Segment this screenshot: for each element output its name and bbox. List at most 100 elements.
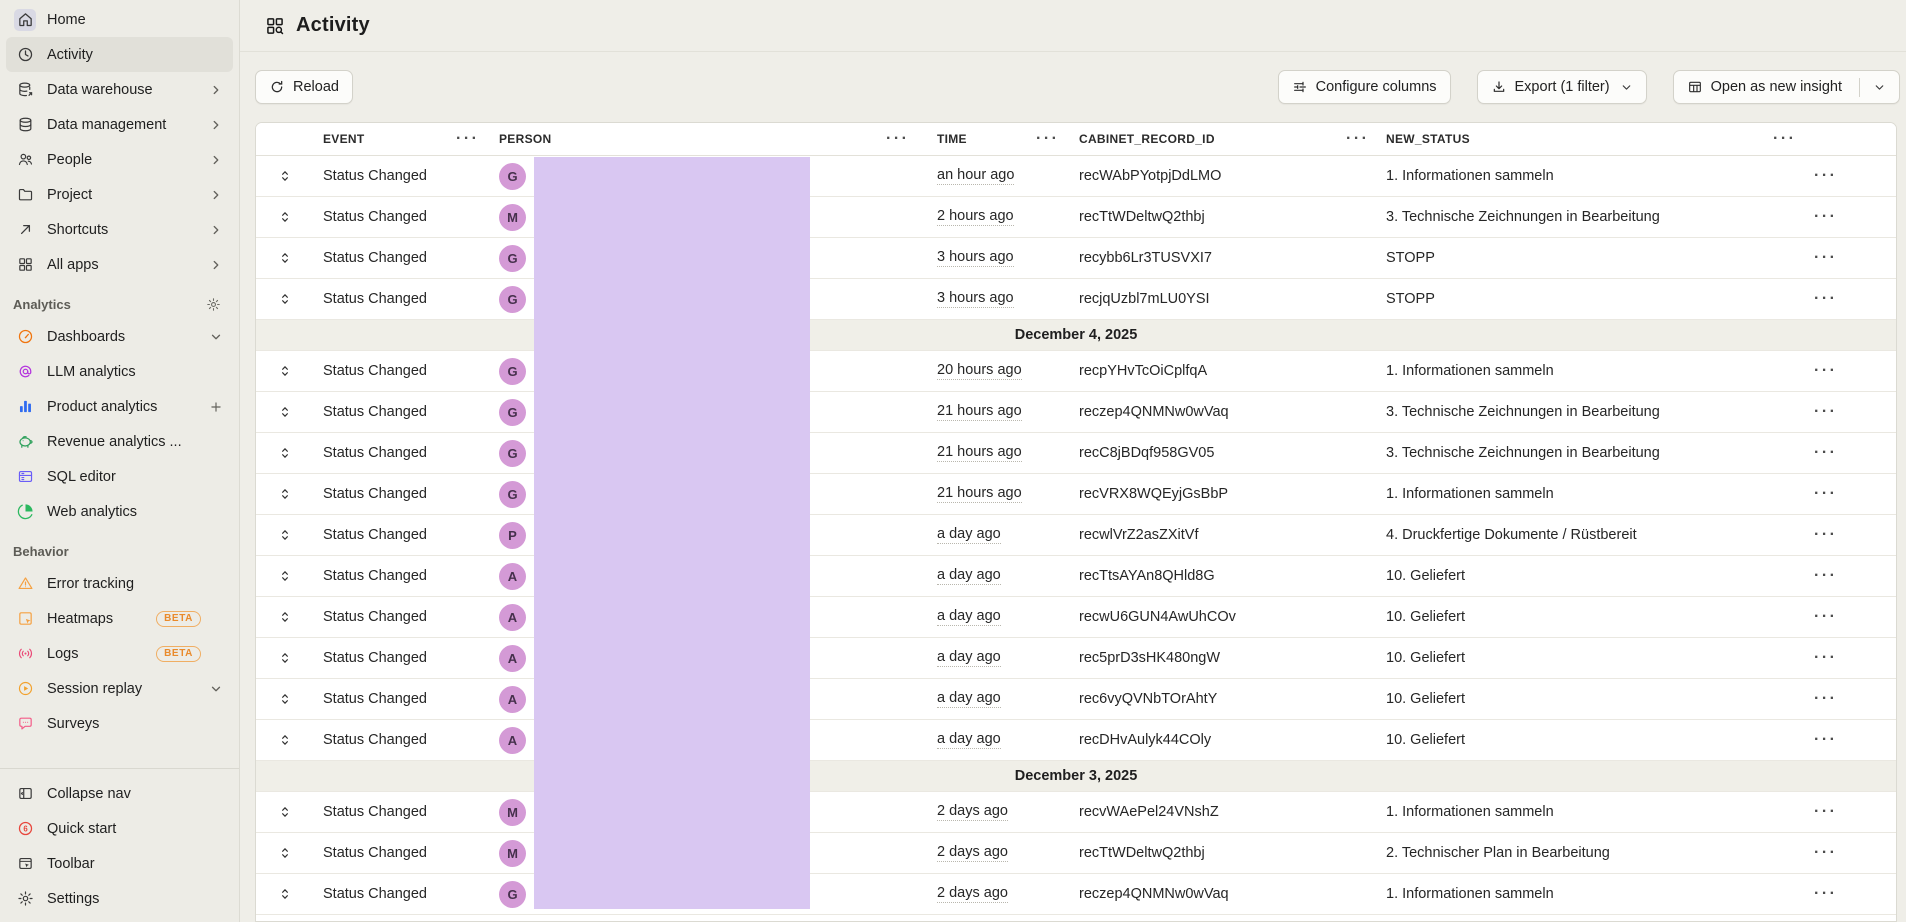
- person-avatar[interactable]: G: [499, 880, 526, 908]
- row-menu-button[interactable]: [1814, 404, 1837, 420]
- time-value[interactable]: a day ago: [937, 608, 1001, 626]
- row-menu-button[interactable]: [1814, 804, 1837, 820]
- time-value[interactable]: 3 hours ago: [937, 249, 1014, 267]
- row-expand-button[interactable]: [276, 525, 294, 545]
- event-name[interactable]: Status Changed: [323, 209, 427, 225]
- configure-columns-button[interactable]: Configure columns: [1277, 70, 1451, 104]
- time-value[interactable]: 21 hours ago: [937, 444, 1022, 462]
- sidebar-item-sql-editor[interactable]: SQL editor: [6, 459, 233, 494]
- sidebar-item-all-apps[interactable]: All apps: [6, 247, 233, 282]
- event-name[interactable]: Status Changed: [323, 845, 427, 861]
- row-expand-button[interactable]: [276, 166, 294, 186]
- export-button[interactable]: Export (1 filter): [1476, 70, 1647, 104]
- row-expand-button[interactable]: [276, 689, 294, 709]
- person-avatar[interactable]: G: [499, 480, 526, 508]
- row-menu-button[interactable]: [1814, 650, 1837, 666]
- sidebar-item-llm-analytics[interactable]: LLM analytics: [6, 354, 233, 389]
- status-column-menu-icon[interactable]: [1773, 131, 1796, 147]
- sidebar-item-home[interactable]: Home: [6, 2, 233, 37]
- person-avatar[interactable]: G: [499, 357, 526, 385]
- sidebar-item-surveys[interactable]: Surveys: [6, 706, 233, 741]
- sidebar-item-data-management[interactable]: Data management: [6, 107, 233, 142]
- person-avatar[interactable]: M: [499, 203, 526, 231]
- sidebar-item-settings[interactable]: Settings: [6, 881, 233, 916]
- time-value[interactable]: a day ago: [937, 649, 1001, 667]
- row-menu-button[interactable]: [1814, 250, 1837, 266]
- sidebar-item-logs[interactable]: Logs BETA: [6, 636, 233, 671]
- sidebar-item-product-analytics[interactable]: Product analytics: [6, 389, 233, 424]
- reload-button[interactable]: Reload: [255, 70, 353, 104]
- event-name[interactable]: Status Changed: [323, 691, 427, 707]
- time-value[interactable]: 2 hours ago: [937, 208, 1014, 226]
- event-name[interactable]: Status Changed: [323, 650, 427, 666]
- row-menu-button[interactable]: [1814, 886, 1837, 902]
- event-name[interactable]: Status Changed: [323, 804, 427, 820]
- row-expand-button[interactable]: [276, 248, 294, 268]
- person-avatar[interactable]: G: [499, 285, 526, 313]
- time-value[interactable]: a day ago: [937, 690, 1001, 708]
- time-value[interactable]: a day ago: [937, 526, 1001, 544]
- event-name[interactable]: Status Changed: [323, 250, 427, 266]
- row-expand-button[interactable]: [276, 648, 294, 668]
- row-menu-button[interactable]: [1814, 691, 1837, 707]
- person-avatar[interactable]: G: [499, 398, 526, 426]
- time-value[interactable]: 2 days ago: [937, 844, 1008, 862]
- person-avatar[interactable]: G: [499, 244, 526, 272]
- open-as-new-insight-button[interactable]: Open as new insight: [1672, 70, 1900, 104]
- cabinet-column-menu-icon[interactable]: [1346, 131, 1369, 147]
- time-value[interactable]: a day ago: [937, 567, 1001, 585]
- sidebar-item-session-replay[interactable]: Session replay: [6, 671, 233, 706]
- row-menu-button[interactable]: [1814, 568, 1837, 584]
- row-expand-button[interactable]: [276, 443, 294, 463]
- person-avatar[interactable]: G: [499, 439, 526, 467]
- row-expand-button[interactable]: [276, 843, 294, 863]
- row-menu-button[interactable]: [1814, 732, 1837, 748]
- sidebar-item-collapse-nav[interactable]: Collapse nav: [6, 776, 233, 811]
- row-expand-button[interactable]: [276, 402, 294, 422]
- row-menu-button[interactable]: [1814, 609, 1837, 625]
- row-expand-button[interactable]: [276, 484, 294, 504]
- sidebar-item-heatmaps[interactable]: Heatmaps BETA: [6, 601, 233, 636]
- row-menu-button[interactable]: [1814, 527, 1837, 543]
- sidebar-item-project[interactable]: Project: [6, 177, 233, 212]
- event-column-menu-icon[interactable]: [456, 131, 479, 147]
- row-menu-button[interactable]: [1814, 845, 1837, 861]
- person-avatar[interactable]: A: [499, 603, 526, 631]
- sidebar-item-web-analytics[interactable]: Web analytics: [6, 494, 233, 529]
- row-menu-button[interactable]: [1814, 291, 1837, 307]
- row-expand-button[interactable]: [276, 607, 294, 627]
- sidebar-item-people[interactable]: People: [6, 142, 233, 177]
- row-expand-button[interactable]: [276, 361, 294, 381]
- person-avatar[interactable]: A: [499, 644, 526, 672]
- event-name[interactable]: Status Changed: [323, 363, 427, 379]
- event-name[interactable]: Status Changed: [323, 486, 427, 502]
- row-expand-button[interactable]: [276, 289, 294, 309]
- sidebar-item-quick-start[interactable]: Quick start: [6, 811, 233, 846]
- person-column-menu-icon[interactable]: [886, 131, 909, 147]
- person-avatar[interactable]: M: [499, 839, 526, 867]
- time-value[interactable]: a day ago: [937, 731, 1001, 749]
- time-value[interactable]: 21 hours ago: [937, 403, 1022, 421]
- person-avatar[interactable]: A: [499, 562, 526, 590]
- row-expand-button[interactable]: [276, 207, 294, 227]
- row-menu-button[interactable]: [1814, 168, 1837, 184]
- event-name[interactable]: Status Changed: [323, 527, 427, 543]
- row-expand-button[interactable]: [276, 802, 294, 822]
- sidebar-item-dashboards[interactable]: Dashboards: [6, 319, 233, 354]
- row-expand-button[interactable]: [276, 884, 294, 904]
- row-menu-button[interactable]: [1814, 209, 1837, 225]
- person-avatar[interactable]: A: [499, 685, 526, 713]
- row-menu-button[interactable]: [1814, 363, 1837, 379]
- row-menu-button[interactable]: [1814, 486, 1837, 502]
- sidebar-item-toolbar[interactable]: Toolbar: [6, 846, 233, 881]
- person-avatar[interactable]: M: [499, 798, 526, 826]
- row-menu-button[interactable]: [1814, 445, 1837, 461]
- sidebar-item-shortcuts[interactable]: Shortcuts: [6, 212, 233, 247]
- event-name[interactable]: Status Changed: [323, 732, 427, 748]
- row-expand-button[interactable]: [276, 566, 294, 586]
- analytics-settings-gear-icon[interactable]: [206, 297, 221, 312]
- chevron-down-icon[interactable]: [1873, 81, 1886, 94]
- event-name[interactable]: Status Changed: [323, 568, 427, 584]
- sidebar-item-data-warehouse[interactable]: Data warehouse: [6, 72, 233, 107]
- time-value[interactable]: 3 hours ago: [937, 290, 1014, 308]
